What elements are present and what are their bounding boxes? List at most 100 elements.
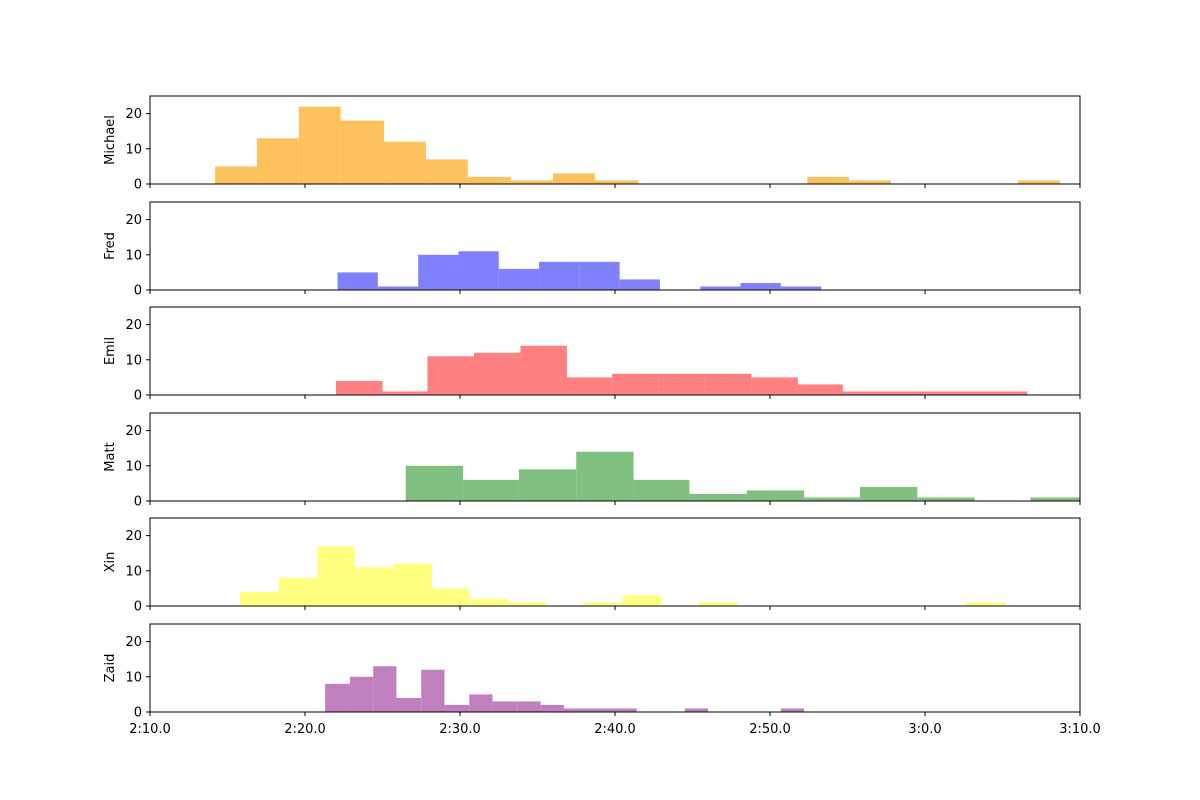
x-tick-label: 2:30.0	[439, 722, 481, 737]
histogram-bar	[982, 391, 1028, 395]
histogram-bar	[393, 563, 433, 606]
series-label: Emil	[103, 337, 118, 365]
histogram-bar	[511, 180, 553, 184]
histogram-bar	[215, 166, 257, 184]
series-label: Matt	[103, 442, 118, 471]
histogram-bar	[425, 159, 468, 184]
panel-emil: 0 10 20 Emil	[103, 306, 1081, 404]
y-tick-label: 20	[125, 635, 142, 650]
histogram-bar	[336, 380, 383, 395]
histogram-bar	[751, 377, 798, 395]
histogram-bar	[377, 286, 419, 290]
histogram-bar	[340, 120, 385, 184]
histogram-bar	[469, 694, 493, 712]
series-label: Michael	[103, 115, 118, 165]
x-tick-label: 2:50.0	[749, 722, 791, 737]
y-tick-label: 0	[134, 178, 142, 193]
histogram-bar	[584, 602, 623, 606]
histogram-bar	[539, 261, 580, 290]
panel-matt: 0 10 20 Matt	[103, 412, 1081, 510]
y-tick-label: 10	[125, 142, 142, 157]
histogram-bar	[611, 373, 659, 395]
histogram-bar	[704, 373, 752, 395]
histogram-bar	[418, 254, 459, 290]
histogram-bar	[396, 697, 422, 712]
histogram-bar	[859, 486, 918, 501]
histogram-bar	[349, 676, 374, 712]
histogram-bar	[658, 373, 705, 395]
y-tick-label: 0	[134, 600, 142, 615]
histogram-bar	[427, 356, 474, 395]
histogram-bar	[563, 708, 589, 712]
histogram-bar	[337, 272, 378, 290]
histogram-bar	[518, 469, 577, 501]
histogram-bar	[298, 106, 341, 184]
series-label: Fred	[103, 232, 118, 260]
histogram-bar	[239, 591, 279, 606]
histogram-bar	[421, 669, 445, 712]
y-tick-label: 0	[134, 706, 142, 721]
histogram-bar	[780, 708, 805, 712]
axes-frame	[149, 623, 1081, 713]
histogram-bar	[317, 546, 355, 606]
histogram-bar	[594, 180, 639, 184]
histogram-bar	[746, 490, 805, 501]
y-tick-label: 10	[125, 353, 142, 368]
panel-fred: 0 10 20 Fred	[103, 201, 1081, 299]
histogram-bar	[689, 493, 747, 501]
histogram-bar	[917, 497, 975, 501]
series-label: Zaid	[103, 654, 118, 683]
histogram-bar	[622, 595, 662, 606]
y-tick-label: 20	[125, 318, 142, 333]
histogram-bar	[553, 173, 595, 184]
series-label: Xin	[103, 552, 118, 573]
x-tick-label: 3:10.0	[1059, 722, 1101, 737]
x-tick-label: 2:10.0	[129, 722, 171, 737]
histogram-bar	[849, 180, 891, 184]
histogram-bar	[432, 588, 470, 606]
histogram-bar	[508, 602, 547, 606]
histogram-bar	[1030, 497, 1080, 501]
panel-xin: 0 10 20 Xin	[103, 517, 1081, 615]
histogram-bar	[588, 708, 612, 712]
histogram-bar	[797, 384, 843, 395]
y-tick-label: 10	[125, 670, 142, 685]
panel-michael: 0 10 20 Michael	[103, 95, 1081, 193]
histogram-bar	[256, 138, 299, 184]
histogram-bar	[684, 708, 708, 712]
y-tick-label: 0	[134, 389, 142, 404]
y-tick-label: 0	[134, 495, 142, 510]
y-tick-label: 20	[125, 424, 142, 439]
histogram-bar	[566, 377, 612, 395]
histogram-bar	[804, 497, 860, 501]
y-tick-label: 20	[125, 107, 142, 122]
histogram-bar	[540, 704, 564, 712]
histogram-bar	[579, 261, 620, 290]
histogram-bar	[467, 176, 512, 184]
histogram-bar	[576, 451, 634, 501]
y-tick-label: 20	[125, 529, 142, 544]
histogram-bar	[325, 683, 350, 712]
histogram-bar	[278, 577, 318, 606]
histogram-bar	[384, 141, 426, 184]
histogram-bar	[498, 268, 540, 290]
histogram-bar	[382, 391, 428, 395]
histogram-bar	[633, 479, 690, 501]
histogram-bar	[492, 701, 518, 712]
histogram-bar	[740, 282, 781, 290]
histogram-bar	[966, 602, 1006, 606]
histogram-bar	[700, 286, 741, 290]
histogram-bar	[373, 666, 397, 712]
histogram-bar	[458, 251, 499, 290]
histogram-bar	[463, 479, 519, 501]
x-tick-label: 2:20.0	[284, 722, 326, 737]
panel-zaid: 0 10 20 Zaid	[103, 623, 1081, 721]
histogram-bar	[473, 352, 521, 395]
histogram-bar	[444, 704, 470, 712]
histogram-bar	[354, 567, 394, 606]
histogram-bar	[619, 279, 660, 290]
histogram-bar	[611, 708, 637, 712]
histogram-bar	[935, 391, 983, 395]
x-tick-label: 3:0.0	[908, 722, 941, 737]
histogram-bar	[889, 391, 936, 395]
